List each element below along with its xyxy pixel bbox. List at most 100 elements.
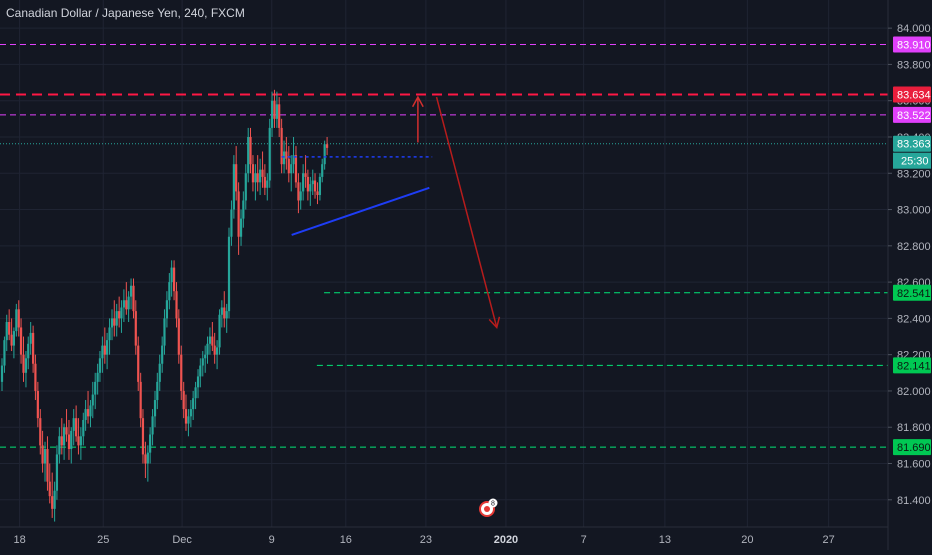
candle-body <box>182 390 185 410</box>
candle-body <box>323 144 326 165</box>
candle-body <box>153 400 157 417</box>
candle-body <box>8 322 11 335</box>
candle-body <box>113 318 116 326</box>
candle-body <box>10 334 13 346</box>
candle-body <box>17 309 20 328</box>
y-tick-label: 81.400 <box>897 495 931 507</box>
candle-body <box>55 454 59 491</box>
candle-body <box>280 127 283 165</box>
y-tick-label: 82.400 <box>897 313 931 325</box>
candle-body <box>122 300 125 308</box>
x-tick-label: 7 <box>581 534 587 546</box>
candle-body <box>67 434 71 449</box>
candle-body <box>101 345 104 359</box>
candle-body <box>282 151 286 165</box>
countdown-bg <box>893 152 931 169</box>
candle-body <box>108 327 111 341</box>
candle-body <box>311 180 314 185</box>
candle-body <box>144 454 147 464</box>
candle-body <box>146 452 149 464</box>
candle-body <box>98 358 102 373</box>
candle-body <box>62 427 66 446</box>
level-label: 83.910 <box>897 39 931 51</box>
candle-body <box>5 322 8 341</box>
candle-body <box>184 409 188 424</box>
candle-body <box>156 381 159 401</box>
candle-body <box>15 309 18 332</box>
candle-body <box>36 390 39 419</box>
candle-body <box>141 418 145 455</box>
candle-body <box>294 155 298 183</box>
x-tick-label: 18 <box>13 534 25 546</box>
down-arrow <box>435 96 498 328</box>
candle-body <box>170 267 173 283</box>
candle-body <box>161 345 164 364</box>
trendline-support <box>291 186 430 236</box>
level-label-bg <box>893 86 931 103</box>
candle-body <box>129 285 133 297</box>
candle-body <box>275 104 278 119</box>
candle-body <box>313 180 317 192</box>
candle-body <box>302 173 305 192</box>
candle-body <box>70 430 73 449</box>
candle-body <box>256 173 259 183</box>
candle-body <box>266 180 269 188</box>
level-label: 82.541 <box>897 288 931 300</box>
candle-body <box>216 347 219 355</box>
candle-body <box>77 436 80 446</box>
candle-body <box>263 176 266 188</box>
candle-body <box>75 418 78 437</box>
candle-body <box>321 164 324 177</box>
x-tick-label: 27 <box>822 534 834 546</box>
candle-body <box>168 282 171 301</box>
candle-body <box>204 354 207 359</box>
candle-body <box>270 100 274 128</box>
candle-body <box>235 164 238 192</box>
candle-body <box>58 436 61 455</box>
candle-body <box>325 144 329 148</box>
candle-body <box>213 345 216 355</box>
candle-body <box>106 340 109 355</box>
candle-body <box>84 409 87 420</box>
candle-body <box>29 332 32 344</box>
candle-body <box>51 496 54 509</box>
up-arrow-head <box>411 95 424 108</box>
candle-body <box>299 191 302 201</box>
candle-body <box>39 418 42 446</box>
candle-body <box>189 409 192 417</box>
candle-body <box>125 300 128 310</box>
candle-body <box>43 448 47 464</box>
candle-body <box>120 307 123 319</box>
level-label-bg <box>893 439 931 456</box>
x-tick-label: 16 <box>340 534 352 546</box>
x-tick-label: 23 <box>420 534 432 546</box>
candle-body <box>287 158 290 174</box>
candle-body <box>249 136 252 165</box>
candle-body <box>163 318 166 346</box>
candle-body <box>82 419 85 437</box>
candle-body <box>175 291 178 319</box>
y-tick-label: 83.800 <box>897 59 931 71</box>
countdown-label: 25:30 <box>901 156 929 168</box>
candle-body <box>316 191 319 196</box>
candle-body <box>268 127 271 181</box>
candle-body <box>86 409 90 417</box>
level-label: 81.690 <box>897 442 931 454</box>
candle-body <box>118 311 121 319</box>
candle-body <box>19 327 23 355</box>
candle-body <box>292 155 295 165</box>
event-badge-icon[interactable]: 8 <box>478 498 498 518</box>
candle-body <box>247 136 250 174</box>
grid <box>0 0 888 527</box>
y-tick-label: 84.000 <box>897 23 931 35</box>
candle-body <box>242 200 245 219</box>
level-label-bg <box>893 106 931 123</box>
candle-body <box>201 358 204 366</box>
candle-body <box>285 151 288 159</box>
candle-body <box>158 363 161 382</box>
candle-body <box>278 104 281 128</box>
candle-body <box>3 340 6 366</box>
candle-body <box>261 169 264 177</box>
